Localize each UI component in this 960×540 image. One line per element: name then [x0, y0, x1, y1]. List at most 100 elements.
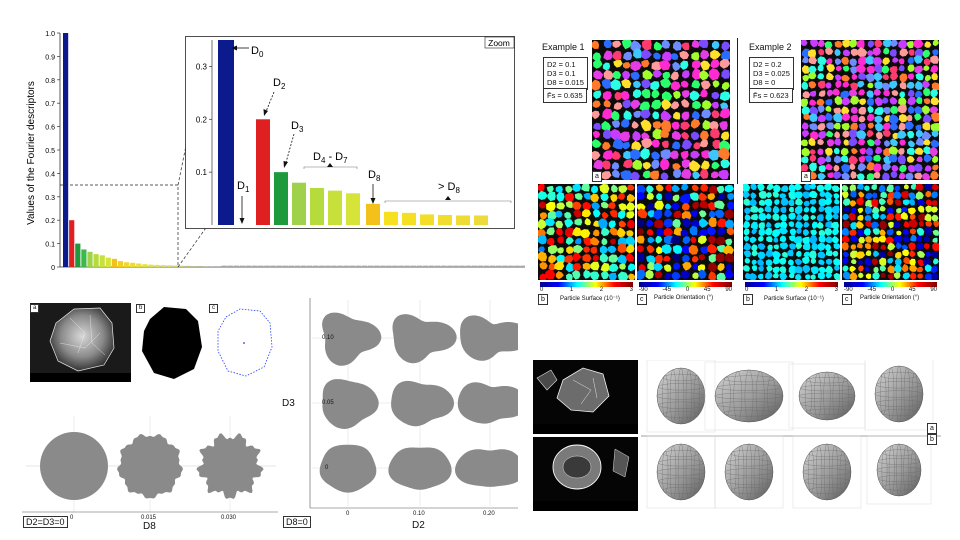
descriptor-bar-tail — [465, 265, 471, 267]
grain — [851, 73, 858, 81]
grain — [698, 228, 708, 238]
descriptor-bar — [81, 249, 87, 267]
grain — [641, 138, 653, 149]
zoom-title: Zoom — [488, 38, 510, 48]
grain — [691, 110, 700, 120]
grain — [883, 89, 891, 97]
grain — [925, 220, 933, 228]
3d-label-b: b — [927, 434, 937, 445]
grain — [865, 73, 876, 83]
grain — [691, 60, 702, 70]
grain — [864, 215, 872, 222]
grain — [786, 249, 794, 257]
d8-condition: D2=D3=0 — [23, 516, 68, 528]
grain — [766, 192, 772, 199]
grain — [758, 213, 767, 221]
grain — [916, 227, 925, 236]
grain — [679, 193, 691, 204]
grain — [651, 151, 661, 160]
grain — [896, 130, 907, 139]
grain — [865, 55, 875, 65]
grain — [721, 69, 730, 79]
example-1-panel-b-label: b — [538, 294, 548, 305]
grain — [887, 274, 894, 280]
grain — [914, 147, 924, 155]
grain — [916, 97, 923, 104]
grain — [880, 244, 887, 250]
grain — [864, 266, 870, 272]
grain — [924, 264, 933, 273]
example-2-params: D2 = 0.2 D3 = 0.025 D8 = 0 — [749, 57, 794, 90]
grain — [817, 221, 824, 229]
grain — [818, 165, 826, 173]
grain — [802, 256, 810, 265]
grain — [841, 172, 850, 180]
descriptor-bar — [75, 243, 81, 267]
grain — [680, 150, 689, 160]
grain — [599, 245, 609, 255]
grain — [914, 113, 922, 121]
grain — [817, 242, 826, 251]
grain — [888, 221, 895, 229]
grain — [672, 141, 681, 150]
grain — [898, 104, 907, 114]
grain — [592, 79, 601, 91]
grain — [603, 129, 612, 139]
grain — [692, 202, 699, 210]
grain — [681, 139, 693, 150]
descriptor-bar-tail — [313, 265, 319, 267]
annotation-d0: D0 — [231, 45, 264, 59]
grain — [858, 260, 864, 266]
grid-shape — [319, 444, 377, 493]
grain — [810, 90, 817, 97]
grain — [599, 253, 609, 263]
grain — [602, 150, 614, 160]
descriptor-bar-tail — [221, 265, 227, 267]
descriptor-bar — [160, 265, 166, 267]
descriptor-bar-tail — [294, 265, 300, 267]
grain — [631, 120, 639, 129]
grain — [602, 91, 612, 101]
grain — [826, 122, 835, 130]
grain — [801, 122, 809, 130]
grain — [780, 197, 789, 206]
grain — [841, 74, 850, 82]
grain — [556, 192, 565, 202]
grain — [802, 236, 810, 245]
3d-particle-renders — [641, 360, 941, 509]
grain — [834, 48, 841, 57]
grain — [872, 212, 880, 220]
grain — [859, 98, 867, 106]
grain — [818, 266, 826, 274]
grain — [743, 184, 751, 193]
grain — [923, 65, 930, 71]
grain — [681, 203, 690, 211]
grain — [889, 80, 898, 90]
grain — [875, 131, 883, 140]
grain — [611, 162, 620, 170]
grain — [580, 229, 591, 239]
grain — [879, 251, 886, 258]
colorbar-jet-4 — [844, 282, 937, 287]
grain — [915, 73, 924, 81]
grain — [910, 272, 917, 280]
grain — [827, 89, 834, 97]
grain — [850, 244, 857, 250]
grain — [842, 184, 849, 192]
grain — [914, 48, 924, 58]
grain — [902, 228, 909, 236]
svg-text:D2: D2 — [273, 77, 286, 91]
grain — [866, 65, 876, 74]
grain — [698, 210, 707, 218]
grain — [672, 245, 683, 255]
grain — [772, 266, 780, 274]
grain — [794, 258, 803, 266]
grain — [700, 80, 711, 90]
grain — [690, 131, 700, 141]
grain — [899, 139, 906, 146]
grain — [671, 121, 680, 130]
grain — [871, 198, 879, 208]
grain — [874, 64, 883, 74]
grain — [932, 155, 939, 164]
